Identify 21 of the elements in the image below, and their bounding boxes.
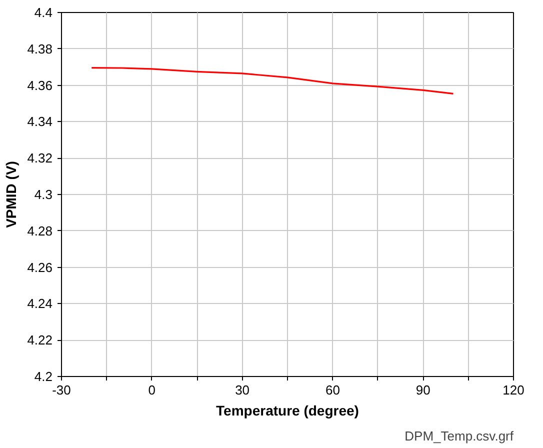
y-tick-label: 4.38 — [27, 41, 53, 56]
x-tick-label: 90 — [416, 382, 430, 398]
y-tick-label: 4.26 — [27, 260, 53, 275]
line-series — [90, 67, 454, 94]
y-tick-label: 4.36 — [27, 78, 53, 93]
x-tick-label: 0 — [148, 382, 156, 398]
x-tick-label: 30 — [235, 382, 250, 398]
y-tick-label: 4.28 — [27, 223, 53, 238]
y-tick-label: 4.34 — [27, 114, 53, 130]
text: DPM_Temp.csv.grf — [404, 428, 514, 444]
x-tick-label: 60 — [325, 382, 340, 398]
y-tick-label: 4.24 — [27, 296, 53, 312]
y-tick-label: 4.32 — [27, 150, 53, 166]
y-tick-label: 4.22 — [27, 332, 53, 348]
y-axis-title: VPMID (V) — [3, 161, 20, 228]
x-tick-label: -30 — [52, 382, 71, 398]
x-axis-title: Temperature (degree) — [216, 402, 359, 418]
y-tick-label: 4.2 — [34, 369, 53, 384]
x-tick-label: 120 — [502, 382, 524, 398]
y-tick-label: 4.3 — [34, 187, 53, 202]
y-tick-label: 4.4 — [34, 5, 53, 20]
